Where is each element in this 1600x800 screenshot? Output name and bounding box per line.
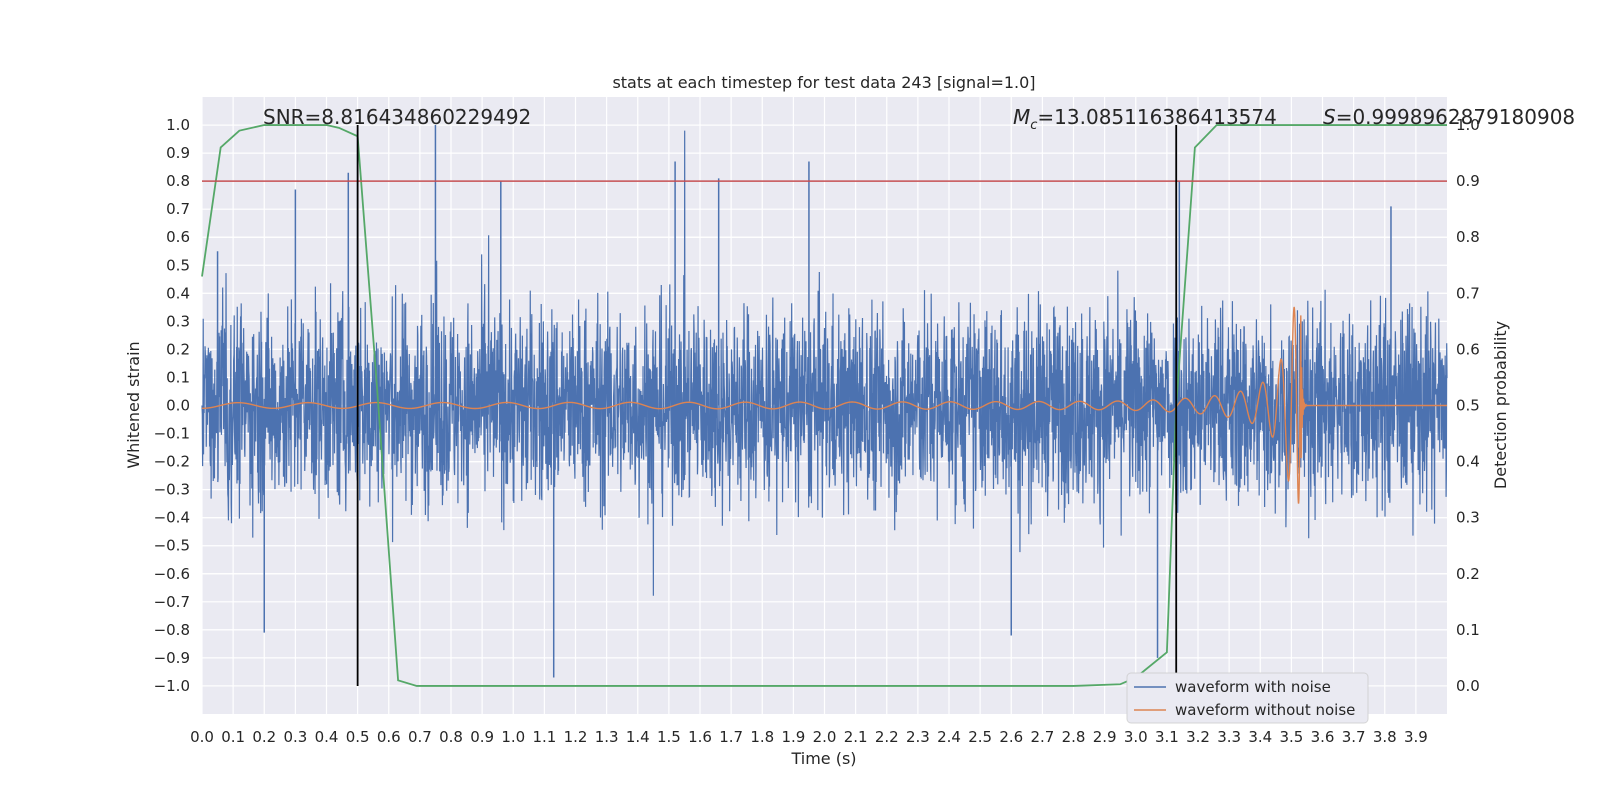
y-tick-label: −1.0	[154, 677, 190, 695]
y-tick-label: 0.4	[166, 284, 190, 302]
x-tick-label: 2.2	[875, 728, 899, 746]
y-tick-label: 1.0	[166, 116, 190, 134]
x-tick-label: 0.7	[408, 728, 432, 746]
x-tick-label: 0.4	[315, 728, 339, 746]
x-tick-label: 2.3	[906, 728, 930, 746]
x-tick-label: 1.1	[532, 728, 556, 746]
x-tick-label: 1.8	[750, 728, 774, 746]
y2-tick-label: 0.4	[1456, 453, 1480, 471]
clean-waveform-line	[202, 306, 1447, 504]
x-tick-label: 0.9	[470, 728, 494, 746]
s-annotation: S=0.9998962879180908	[1323, 105, 1575, 129]
y2-tick-label: 0.7	[1456, 284, 1480, 302]
y-tick-label: −0.6	[154, 565, 190, 583]
legend-label-noise: waveform with noise	[1175, 678, 1331, 696]
x-tick-label: 1.9	[781, 728, 805, 746]
x-tick-label: 0.1	[221, 728, 245, 746]
x-tick-label: 3.2	[1186, 728, 1210, 746]
y-tick-label: −0.3	[154, 481, 190, 499]
x-tick-label: 3.4	[1248, 728, 1272, 746]
x-tick-label: 1.0	[501, 728, 525, 746]
legend-box	[1126, 672, 1369, 724]
y-tick-label: −0.7	[154, 593, 190, 611]
y2-tick-label: 0.8	[1456, 228, 1480, 246]
y2-tick-label: 0.5	[1456, 397, 1480, 415]
y-tick-label: 0.7	[166, 200, 190, 218]
y-tick-label: 0.2	[166, 340, 190, 358]
y-tick-label: 0.5	[166, 256, 190, 274]
reference-lines	[202, 125, 1447, 686]
x-tick-label: 1.3	[595, 728, 619, 746]
x-tick-label: 3.1	[1155, 728, 1179, 746]
x-tick-label: 3.9	[1404, 728, 1428, 746]
x-tick-label: 3.0	[1124, 728, 1148, 746]
x-tick-label: 3.6	[1311, 728, 1335, 746]
x-tick-label: 0.6	[377, 728, 401, 746]
legend-label-clean: waveform without noise	[1175, 701, 1355, 719]
detection-probability-line	[201, 124, 1447, 687]
x-tick-label: 2.1	[844, 728, 868, 746]
y-tick-label: 0.8	[166, 172, 190, 190]
y2-tick-label: 0.1	[1456, 621, 1480, 639]
x-tick-label: 2.4	[937, 728, 961, 746]
x-tick-label: 0.2	[252, 728, 276, 746]
y2-tick-labels: 1.0 0.9 0.8 0.7 0.6 0.5 0.4 0.3 0.2 0.1 0.0	[1456, 116, 1480, 695]
y-tick-label: −0.1	[154, 425, 190, 443]
x-tick-label: 1.4	[626, 728, 650, 746]
x-tick-label: 3.3	[1217, 728, 1241, 746]
noisy-waveform-line	[201, 130, 1448, 596]
x-tick-label: 0.3	[283, 728, 307, 746]
y-tick-label: −0.2	[154, 453, 190, 471]
snr-annotation: SNR=8.816434860229492	[263, 105, 531, 129]
y2-tick-label: 0.9	[1456, 172, 1480, 190]
y-axis-label: Whitened strain	[124, 341, 143, 468]
series-layer	[201, 124, 1448, 687]
y2-tick-label: 0.6	[1456, 340, 1480, 358]
y-tick-labels: 1.0 0.9 0.8 0.7 0.6 0.5 0.4 0.3 0.2 0.1 0.0 −0.1 −0.…	[154, 116, 190, 695]
x-tick-label: 1.6	[688, 728, 712, 746]
x-tick-label: 2.5	[968, 728, 992, 746]
x-tick-label: 3.8	[1373, 728, 1397, 746]
y2-tick-label: 1.0	[1456, 116, 1480, 134]
legend: waveform with noise waveform without noi…	[1126, 672, 1369, 724]
y-tick-label: 0.0	[166, 397, 190, 415]
x-tick-labels: 0.0 0.1 0.2 0.3 0.4 0.5 0.6 0.7 0.8 0.9 1.0 1.1 1.2 1…	[190, 728, 1428, 746]
y-tick-label: −0.4	[154, 509, 190, 527]
y2-axis-label: Detection probability	[1491, 321, 1510, 489]
x-tick-label: 2.7	[1030, 728, 1054, 746]
x-tick-label: 2.6	[999, 728, 1023, 746]
x-tick-label: 1.7	[719, 728, 743, 746]
y-tick-label: −0.9	[154, 649, 190, 667]
y-tick-label: −0.8	[154, 621, 190, 639]
chirp-mass-annotation: Mc=13.085116386413574	[1013, 105, 1277, 133]
y2-tick-label: 0.0	[1456, 677, 1480, 695]
y-tick-label: 0.1	[166, 368, 190, 386]
x-tick-label: 2.8	[1062, 728, 1086, 746]
y-tick-label: −0.5	[154, 537, 190, 555]
x-tick-label: 0.5	[346, 728, 370, 746]
y-tick-label: 0.3	[166, 312, 190, 330]
x-tick-label: 1.2	[564, 728, 588, 746]
x-tick-label: 1.5	[657, 728, 681, 746]
x-tick-label: 3.7	[1342, 728, 1366, 746]
x-axis-label: Time (s)	[790, 749, 856, 768]
x-tick-label: 2.0	[813, 728, 837, 746]
x-tick-label: 0.0	[190, 728, 214, 746]
x-tick-label: 3.5	[1279, 728, 1303, 746]
x-tick-label: 2.9	[1093, 728, 1117, 746]
x-tick-label: 0.8	[439, 728, 463, 746]
y-tick-label: 0.9	[166, 144, 190, 162]
chart-title: stats at each timestep for test data 243…	[612, 73, 1035, 92]
y2-tick-label: 0.2	[1456, 565, 1480, 583]
y2-tick-label: 0.3	[1456, 509, 1480, 527]
y-tick-label: 0.6	[166, 228, 190, 246]
